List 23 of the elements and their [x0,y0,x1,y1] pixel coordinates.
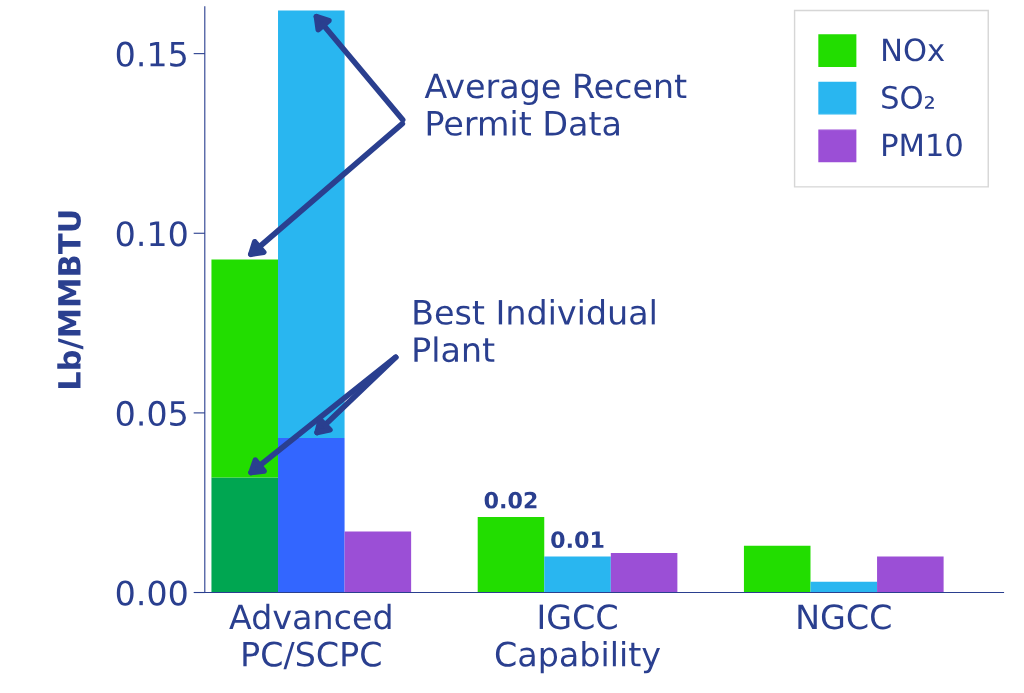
y-tick-label: 0.00 [116,580,187,606]
data-label: 0.01 [551,531,604,549]
legend-label: PM10 [883,133,962,157]
bar [610,553,678,593]
legend-label: SO₂ [882,85,934,109]
x-tick-label: Advanced PC/SCPC [229,603,391,670]
bar [211,477,279,593]
bar [544,556,611,593]
legend-label: NOx [883,38,945,62]
bar [477,517,545,593]
y-tick-label: 0.10 [116,221,187,247]
x-tick-label: IGCC Capability [495,604,661,674]
data-label: 0.02 [484,491,537,509]
y-tick-label: 0.15 [116,41,186,67]
y-tick-label: 0.05 [116,400,186,427]
y-axis-title: Lb/MMBTU [57,211,84,389]
bar [810,581,878,593]
bar [344,531,412,593]
bar [877,556,944,593]
annotation: Average Recent Permit Data [424,73,687,136]
x-tick-label: NGCC [798,604,891,630]
bar [743,545,811,593]
annotation: Best Individual Plant [414,299,655,363]
